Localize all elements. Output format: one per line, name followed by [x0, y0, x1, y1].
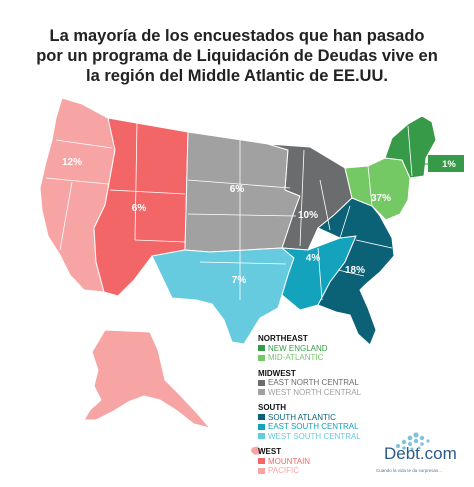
legend-midwest: MIDWEST EAST NORTH CENTRAL WEST NORTH CE… — [258, 369, 361, 398]
legend-label: NEW ENGLAND — [268, 343, 328, 353]
legend-item-new-england: NEW ENGLAND — [258, 344, 361, 354]
legend-west: WEST MOUNTAIN PACIFIC — [258, 447, 361, 476]
legend-item-west-north-central: WEST NORTH CENTRAL — [258, 388, 361, 398]
logo-brand: Debt.com — [384, 444, 457, 463]
legend-label: WEST NORTH CENTRAL — [268, 387, 362, 397]
label-east-south-central: 4% — [306, 253, 321, 264]
region-new-england — [384, 115, 437, 179]
label-new-england: 1% — [442, 159, 456, 170]
legend-label: WEST SOUTH CENTRAL — [268, 431, 361, 441]
region-hawaii — [249, 445, 263, 456]
swatch-west-south-central — [258, 433, 265, 440]
title-line-2: por un programa de Liquidación de Deudas… — [36, 47, 438, 65]
title-line-1: La mayoría de los encuestados que han pa… — [49, 27, 425, 45]
swatch-mid-atlantic — [258, 354, 265, 361]
legend-item-south-atlantic: SOUTH ATLANTIC — [258, 413, 361, 423]
label-mountain: 6% — [132, 203, 147, 214]
region-south-atlantic — [317, 197, 395, 346]
legend-item-mid-atlantic: MID-ATLANTIC — [258, 353, 361, 363]
new-england-callout — [428, 155, 464, 172]
legend-label: EAST NORTH CENTRAL — [268, 378, 359, 387]
legend-label: MOUNTAIN — [268, 456, 311, 466]
legend-label: MID-ATLANTIC — [268, 353, 324, 362]
legend-title-northeast: NORTHEAST — [258, 334, 308, 343]
label-east-north-central: 10% — [298, 210, 318, 221]
swatch-east-south-central — [258, 423, 265, 430]
legend-title-west: WEST — [258, 447, 282, 456]
label-pacific: 12% — [62, 157, 82, 168]
swatch-east-north-central — [258, 379, 265, 386]
label-south-atlantic: 18% — [345, 265, 365, 276]
legend-label: EAST SOUTH CENTRAL — [268, 422, 359, 431]
legend-title-south: SOUTH — [258, 403, 286, 412]
logo-dots-icon — [396, 432, 430, 451]
legend-item-mountain: MOUNTAIN — [258, 457, 361, 467]
region-mid-atlantic — [344, 157, 411, 221]
swatch-pacific — [258, 467, 265, 474]
label-mid-atlantic: 37% — [371, 193, 391, 204]
title-line-3: la región del Middle Atlantic de EE.UU. — [86, 67, 388, 85]
label-west-north-central: 6% — [230, 184, 245, 195]
legend-northeast: NORTHEAST NEW ENGLAND MID-ATLANTIC — [258, 334, 361, 363]
label-west-south-central: 7% — [232, 275, 247, 286]
swatch-south-atlantic — [258, 414, 265, 421]
region-alaska — [83, 329, 211, 429]
legend-label: SOUTH ATLANTIC — [268, 412, 336, 422]
legend-south: SOUTH SOUTH ATLANTIC EAST SOUTH CENTRAL … — [258, 403, 361, 441]
map-legend: NORTHEAST NEW ENGLAND MID-ATLANTIC MIDWE… — [258, 334, 361, 482]
logo-tagline: Cuando la vida te da sorpresas... — [376, 468, 443, 473]
legend-item-west-south-central: WEST SOUTH CENTRAL — [258, 432, 361, 442]
swatch-west-north-central — [258, 389, 265, 396]
legend-item-east-north-central: EAST NORTH CENTRAL — [258, 378, 361, 388]
swatch-mountain — [258, 458, 265, 465]
debt-com-logo: Debt.com Cuando la vida te da sorpresas.… — [374, 430, 464, 480]
legend-label: PACIFIC — [268, 466, 299, 475]
legend-item-pacific: PACIFIC — [258, 466, 361, 476]
swatch-new-england — [258, 345, 265, 352]
legend-title-midwest: MIDWEST — [258, 368, 296, 378]
state-borders — [45, 121, 413, 301]
legend-item-east-south-central: EAST SOUTH CENTRAL — [258, 422, 361, 432]
map-title: La mayoría de los encuestados que han pa… — [0, 26, 474, 86]
